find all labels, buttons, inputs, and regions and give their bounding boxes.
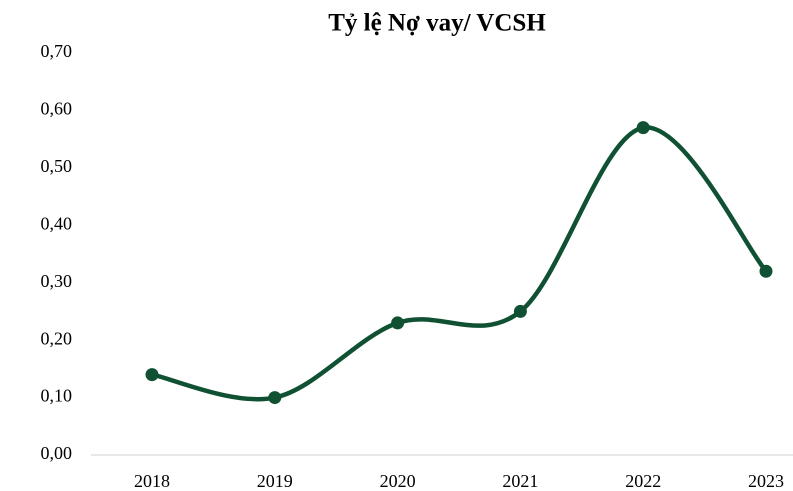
point — [145, 368, 159, 382]
x-tick-label: 2020 — [380, 471, 416, 491]
x-tick-label: 2022 — [625, 471, 661, 491]
y-tick-label: 0,30 — [41, 271, 73, 291]
y-tick-label: 0,50 — [41, 156, 73, 176]
y-tick-label: 0,00 — [41, 443, 73, 463]
y-tick-label: 0,40 — [41, 213, 73, 233]
point — [391, 316, 405, 330]
point — [636, 121, 650, 135]
x-tick-label: 2023 — [748, 471, 784, 491]
point — [268, 391, 282, 405]
y-tick-label: 0,10 — [41, 386, 73, 406]
chart-title: Tỷ lệ Nợ vay/ VCSH — [328, 10, 546, 37]
point — [513, 304, 527, 318]
y-tick-label: 0,70 — [41, 41, 73, 61]
line — [149, 125, 769, 402]
point — [759, 264, 773, 278]
y-tick-label: 0,60 — [41, 99, 73, 119]
x-tick-label: 2019 — [257, 471, 293, 491]
x-tick-label: 2021 — [502, 471, 538, 491]
x-tick-label: 2018 — [134, 471, 170, 491]
y-tick-label: 0,20 — [41, 328, 73, 348]
